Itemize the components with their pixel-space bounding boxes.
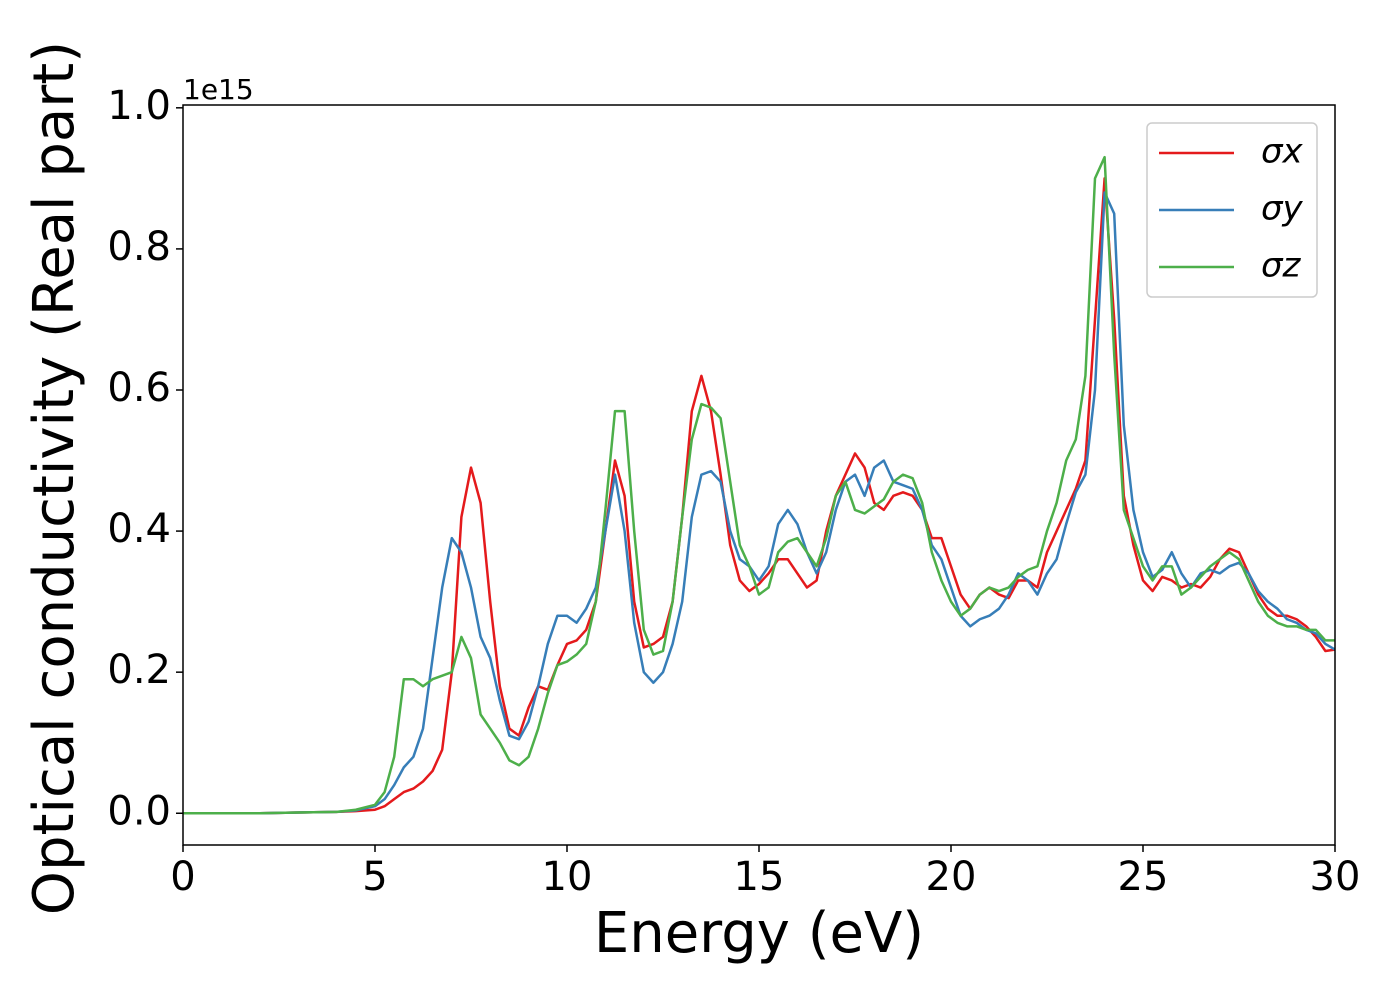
y-tick-label: 0.8: [107, 224, 171, 270]
x-tick-label: 20: [926, 854, 977, 900]
x-tick-label: 5: [362, 854, 387, 900]
y-axis-label: Optical conductivity (Real part): [22, 41, 87, 915]
series-line: [183, 155, 1335, 815]
legend-label: σy: [1261, 189, 1304, 229]
x-tick-label: 30: [1310, 854, 1361, 900]
legend-label: σz: [1261, 246, 1302, 286]
plot-frame: [182, 104, 1336, 846]
x-tick-label: 15: [734, 854, 785, 900]
y-offset-label: 1e15: [183, 73, 254, 106]
y-tick-label: 0.2: [107, 647, 171, 693]
series-line: [183, 177, 1335, 815]
series-line: [183, 191, 1335, 815]
x-tick-label: 25: [1118, 854, 1169, 900]
y-tick-label: 0.4: [107, 506, 171, 552]
legend-label: σx: [1261, 132, 1304, 172]
y-tick-label: 0.6: [107, 365, 171, 411]
y-tick-label: 0.0: [107, 788, 171, 834]
y-tick-label: 1.0: [107, 83, 171, 129]
x-tick-label: 0: [170, 854, 195, 900]
x-axis-label: Energy (eV): [594, 901, 924, 966]
x-tick-label: 10: [542, 854, 593, 900]
